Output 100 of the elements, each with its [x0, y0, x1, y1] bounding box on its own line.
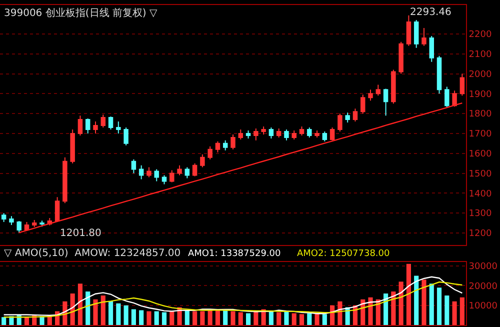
candlestick — [261, 126, 266, 135]
candlestick — [70, 128, 75, 164]
candlestick — [376, 84, 381, 96]
bar — [299, 314, 304, 326]
candlestick — [352, 108, 358, 122]
candlestick — [32, 220, 37, 228]
candlestick — [230, 134, 236, 150]
candlestick — [62, 156, 68, 204]
candlestick — [360, 94, 366, 114]
candlestick — [177, 164, 182, 176]
y-tick-label: 1700 — [468, 130, 492, 140]
bar — [444, 295, 450, 326]
candlestick — [100, 114, 106, 128]
candlestick — [215, 140, 220, 153]
bar — [108, 301, 114, 326]
bar — [215, 309, 220, 326]
text: AMO2: 12507738.00 — [297, 249, 390, 259]
bar — [406, 264, 411, 326]
candlestick — [276, 128, 282, 138]
bar — [162, 312, 167, 326]
candlestick — [1, 212, 6, 223]
candlestick — [78, 115, 83, 136]
candlestick — [85, 118, 90, 134]
y-tick-label: 2100 — [468, 50, 492, 60]
bar — [238, 312, 243, 326]
candlestick — [54, 196, 60, 223]
candlestick — [345, 112, 350, 124]
candlestick — [414, 20, 419, 48]
bar — [146, 311, 152, 326]
bar — [139, 310, 144, 326]
bar — [131, 309, 136, 326]
bar — [124, 305, 128, 326]
candlestick — [93, 121, 98, 134]
bar — [246, 313, 251, 326]
candlestick — [398, 41, 404, 74]
candlestick — [116, 121, 121, 134]
bar — [391, 292, 396, 326]
bar — [322, 314, 327, 326]
candlestick — [422, 27, 426, 46]
candlestick — [108, 116, 114, 130]
bar — [93, 299, 98, 326]
candlestick — [9, 216, 14, 226]
candlestick — [246, 130, 251, 139]
y-tick-label: 1900 — [468, 90, 492, 100]
bar — [170, 311, 174, 326]
bar — [116, 303, 121, 326]
candlestick — [436, 55, 442, 94]
bar — [100, 295, 106, 326]
candlestick — [268, 127, 274, 139]
y-tick-label: 2000 — [468, 70, 492, 80]
candlestick — [330, 127, 335, 141]
candlestick — [383, 88, 388, 116]
bar — [422, 280, 426, 326]
candlestick — [208, 146, 212, 160]
bar — [208, 310, 212, 326]
bar — [2, 317, 6, 326]
candlestick — [131, 158, 136, 174]
bar — [436, 288, 442, 326]
bar — [86, 292, 90, 326]
candlestick — [138, 164, 144, 180]
candlestick — [444, 86, 450, 108]
candlestick — [200, 154, 205, 168]
bar — [223, 310, 228, 326]
text: AMO1: 13387529.00 — [188, 249, 282, 259]
bar — [24, 317, 30, 326]
candlestick — [154, 168, 159, 182]
candlestick — [184, 166, 190, 179]
bar — [452, 301, 457, 326]
candlestick — [40, 220, 44, 228]
y-tick-label: 1200 — [468, 229, 492, 240]
annotation: 1201.80 — [60, 228, 102, 239]
bar — [398, 282, 404, 326]
candlestick — [146, 166, 152, 178]
candlestick — [162, 174, 167, 185]
candlestick — [460, 73, 465, 96]
y-tick-label: 1800 — [468, 110, 492, 120]
candlestick — [452, 90, 457, 108]
candlestick — [307, 127, 312, 138]
bar — [230, 311, 236, 326]
candlestick — [292, 130, 296, 140]
bar — [460, 297, 464, 326]
candlestick — [238, 128, 244, 140]
candlestick — [429, 35, 434, 62]
bar — [184, 310, 190, 326]
candlestick — [16, 220, 22, 234]
candlestick — [254, 128, 258, 141]
candlestick — [314, 130, 320, 138]
y-tick-label: 1300 — [468, 209, 492, 220]
bar — [384, 293, 388, 326]
y-tick-label: 30000 — [468, 262, 498, 272]
candlestick — [368, 89, 373, 102]
bar — [200, 311, 205, 326]
annotation: 2293.46 — [410, 7, 452, 18]
bar — [192, 311, 198, 326]
candlestick — [338, 113, 342, 132]
y-tick-label: 1400 — [468, 189, 492, 200]
bar — [268, 311, 274, 326]
candlestick — [192, 162, 198, 177]
bar — [429, 284, 434, 326]
bar — [414, 276, 419, 326]
